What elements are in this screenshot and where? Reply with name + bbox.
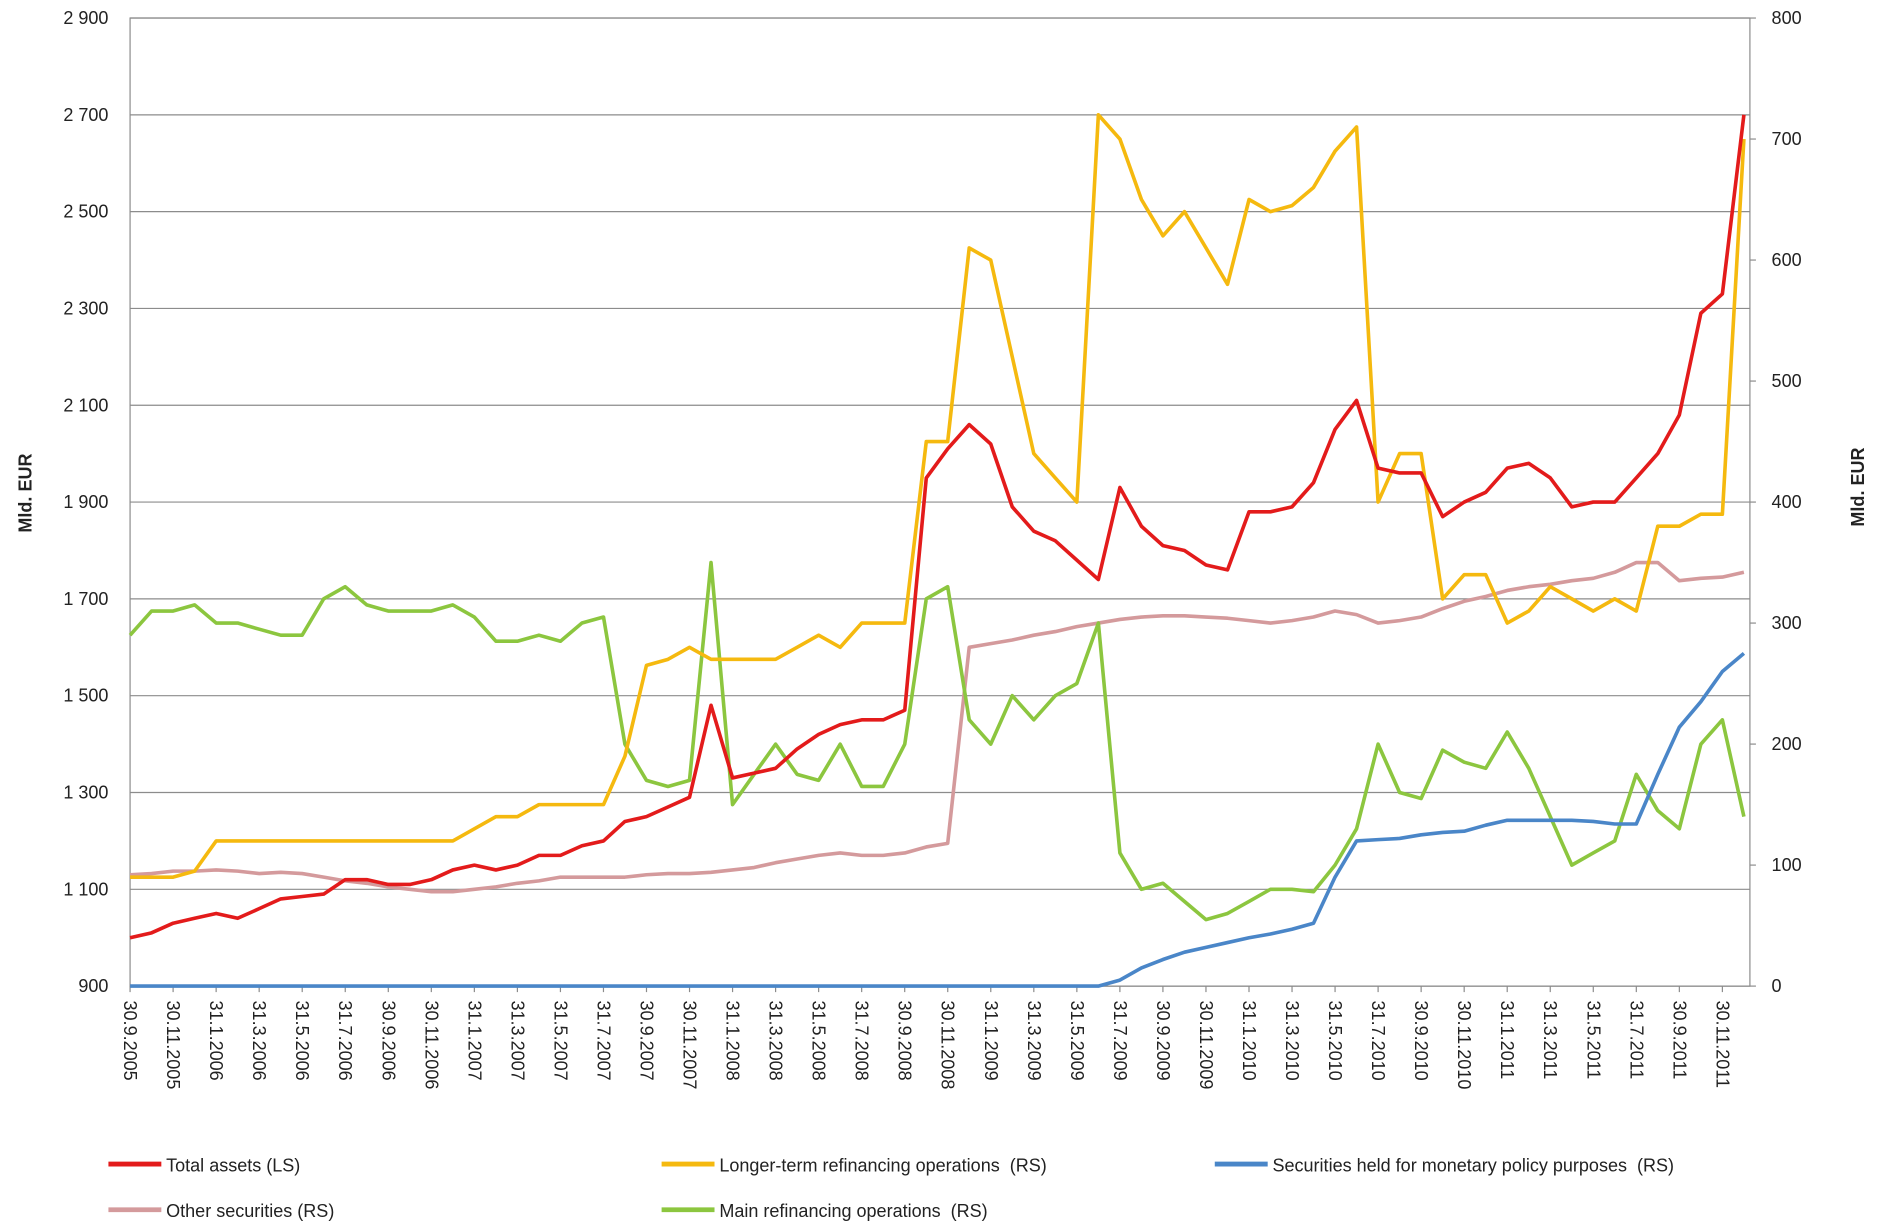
- x-tick-label: 30.9.2011: [1669, 1001, 1689, 1080]
- x-tick-label: 31.5.2009: [1067, 1001, 1087, 1081]
- series-line: [129, 114, 1746, 940]
- y-tick-label: 900: [78, 976, 108, 996]
- x-tick-label: 31.1.2006: [206, 1001, 226, 1081]
- y-tick-label: 1 700: [63, 589, 108, 609]
- x-tick-label: 31.7.2008: [852, 1001, 872, 1081]
- x-tick-label: 31.7.2006: [335, 1001, 355, 1081]
- x-tick-label: 30.9.2008: [895, 1001, 915, 1081]
- x-tick-label: 31.1.2007: [464, 1001, 484, 1081]
- y-tick-label: 2 900: [63, 8, 108, 28]
- x-tick-label: 31.1.2008: [723, 1001, 743, 1081]
- y2-tick-label: 100: [1772, 855, 1802, 875]
- x-tick-label: 31.5.2006: [292, 1001, 312, 1081]
- x-tick-label: 31.3.2008: [766, 1001, 786, 1081]
- y-tick-label: 2 100: [63, 395, 108, 415]
- y-tick-label: 1 300: [63, 782, 108, 802]
- x-tick-label: 30.11.2007: [680, 1001, 700, 1090]
- y2-tick-label: 800: [1772, 8, 1802, 28]
- x-tick-label: 31.5.2008: [809, 1001, 829, 1081]
- legend-label: Other securities (RS): [166, 1201, 334, 1221]
- x-tick-label: 31.5.2007: [550, 1001, 570, 1081]
- legend-label: Main refinancing operations (RS): [719, 1201, 987, 1221]
- x-tick-label: 31.3.2006: [249, 1001, 269, 1081]
- y-tick-label: 1 900: [63, 492, 108, 512]
- x-tick-label: 30.11.2006: [421, 1001, 441, 1090]
- y-tick-label: 2 500: [63, 202, 108, 222]
- x-tick-label: 31.5.2010: [1325, 1001, 1345, 1081]
- y-tick-label: 1 100: [63, 879, 108, 899]
- x-tick-label: 31.3.2007: [507, 1001, 527, 1081]
- x-tick-label: 31.1.2010: [1239, 1001, 1259, 1081]
- series-line: [128, 560, 1746, 922]
- x-tick-label: 31.7.2010: [1368, 1001, 1388, 1081]
- y-tick-label: 1 500: [63, 686, 108, 706]
- y-axis-title: Mld. EUR: [15, 454, 35, 533]
- x-tick-label: 31.3.2009: [1024, 1001, 1044, 1081]
- x-tick-label: 31.3.2010: [1282, 1001, 1302, 1081]
- x-tick-label: 31.5.2011: [1583, 1001, 1603, 1080]
- x-tick-label: 31.1.2009: [981, 1001, 1001, 1081]
- x-tick-label: 30.11.2011: [1712, 1001, 1732, 1088]
- x-tick-label: 30.11.2008: [938, 1001, 958, 1090]
- x-tick-label: 31.3.2011: [1540, 1001, 1560, 1080]
- y2-tick-label: 600: [1772, 250, 1802, 270]
- y2-tick-label: 200: [1772, 734, 1802, 754]
- x-tick-label: 30.11.2009: [1196, 1001, 1216, 1090]
- x-tick-label: 30.9.2009: [1153, 1001, 1173, 1081]
- series-line: [129, 560, 1745, 894]
- legend-label: Total assets (LS): [166, 1155, 300, 1175]
- x-tick-label: 30.9.2010: [1411, 1001, 1431, 1081]
- x-tick-label: 31.7.2011: [1626, 1001, 1646, 1080]
- legend-label: Longer-term refinancing operations (RS): [719, 1155, 1046, 1175]
- legend-label: Securities held for monetary policy purp…: [1273, 1155, 1675, 1175]
- x-tick-label: 30.9.2005: [120, 1001, 140, 1081]
- x-tick-label: 30.9.2007: [636, 1001, 656, 1081]
- x-tick-label: 31.1.2011: [1497, 1001, 1517, 1080]
- x-tick-label: 31.7.2009: [1110, 1001, 1130, 1081]
- y2-axis-title: Mld. EUR: [1848, 447, 1868, 526]
- y-tick-label: 2 700: [63, 105, 108, 125]
- y2-tick-label: 500: [1772, 371, 1802, 391]
- x-tick-label: 30.11.2010: [1454, 1001, 1474, 1090]
- series-line: [130, 113, 1746, 879]
- x-tick-label: 30.9.2006: [378, 1001, 398, 1081]
- series-line: [130, 651, 1746, 988]
- y2-tick-label: 700: [1772, 129, 1802, 149]
- x-tick-label: 30.11.2005: [163, 1001, 183, 1090]
- y-tick-label: 2 300: [63, 298, 108, 318]
- y2-tick-label: 400: [1772, 492, 1802, 512]
- x-tick-label: 31.7.2007: [593, 1001, 613, 1081]
- y2-tick-label: 300: [1772, 613, 1802, 633]
- y2-tick-label: 0: [1772, 976, 1782, 996]
